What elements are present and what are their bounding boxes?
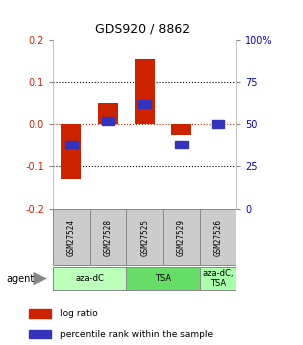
Bar [102, 117, 115, 125]
Text: aza-dC: aza-dC [75, 274, 104, 283]
Bar [98, 103, 118, 124]
Text: GSM27526: GSM27526 [214, 219, 222, 256]
FancyBboxPatch shape [53, 209, 90, 265]
Text: TSA: TSA [155, 274, 171, 283]
Text: GSM27528: GSM27528 [104, 219, 112, 256]
Bar [61, 124, 82, 179]
FancyBboxPatch shape [200, 209, 236, 265]
Text: log ratio: log ratio [59, 309, 97, 318]
Bar [29, 330, 51, 338]
Text: GSM27524: GSM27524 [67, 219, 76, 256]
Bar [29, 309, 51, 317]
Bar [135, 59, 155, 124]
Bar [175, 141, 188, 148]
Text: GSM27525: GSM27525 [140, 219, 149, 256]
FancyBboxPatch shape [126, 209, 163, 265]
FancyBboxPatch shape [53, 267, 126, 290]
Text: aza-dC,
TSA: aza-dC, TSA [202, 269, 234, 288]
Text: GSM27529: GSM27529 [177, 219, 186, 256]
Text: agent: agent [7, 274, 35, 284]
Bar [65, 141, 78, 148]
FancyBboxPatch shape [163, 209, 200, 265]
FancyBboxPatch shape [126, 267, 200, 290]
Text: GDS920 / 8862: GDS920 / 8862 [95, 22, 190, 36]
Bar [211, 120, 225, 128]
FancyBboxPatch shape [200, 267, 236, 290]
Bar [138, 100, 151, 108]
FancyBboxPatch shape [90, 209, 126, 265]
Bar [171, 124, 191, 135]
Text: percentile rank within the sample: percentile rank within the sample [59, 329, 213, 338]
Polygon shape [33, 272, 47, 285]
